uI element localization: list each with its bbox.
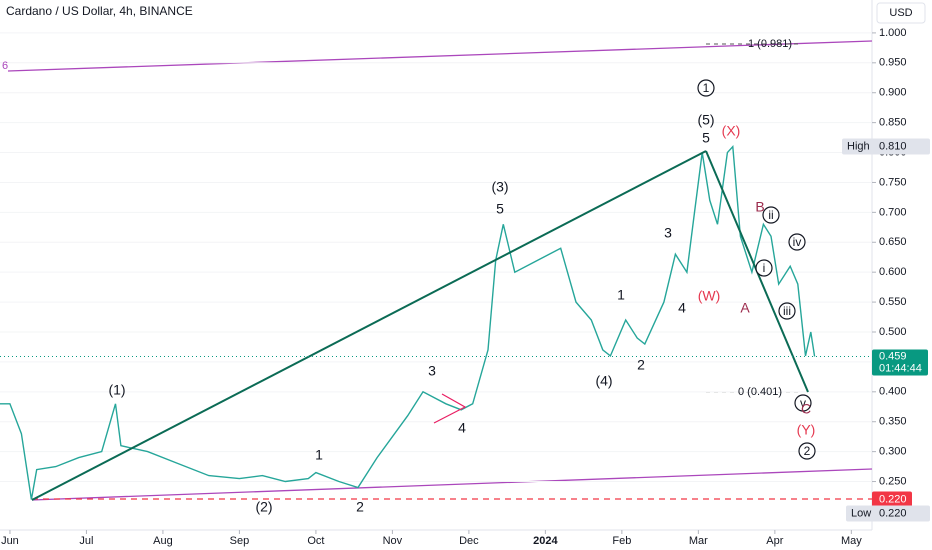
- y-tick-label: 0.950: [879, 57, 907, 69]
- currency-button[interactable]: [876, 2, 926, 24]
- wave-circle: [762, 206, 780, 224]
- fib-label: 1 (0.981): [748, 38, 792, 50]
- x-tick-label: Jun: [1, 535, 19, 547]
- last-price: 0.459: [879, 350, 907, 362]
- x-tick-label: Dec: [459, 535, 479, 547]
- y-tick-label: 0.850: [879, 117, 907, 129]
- x-tick-label: Oct: [307, 535, 324, 547]
- wave-label: 1: [703, 81, 710, 95]
- x-tick-label: Jul: [79, 535, 93, 547]
- wave-label: ii: [768, 208, 773, 222]
- wave-label: (3): [491, 179, 508, 195]
- channel-top: [7, 40, 873, 72]
- wave-label: (1): [108, 382, 125, 398]
- wave-circle: [697, 79, 715, 97]
- wave-circle: [778, 302, 796, 320]
- x-tick-label: Aug: [153, 535, 173, 547]
- wave-label: 4: [458, 420, 466, 436]
- x-tick-label: Feb: [612, 535, 631, 547]
- y-tick-label: 0.900: [879, 87, 907, 99]
- wave-label: iii: [783, 304, 791, 318]
- wave-label: i: [763, 261, 766, 275]
- wave-label: 2: [804, 444, 811, 458]
- x-tick-label: 2024: [533, 535, 558, 547]
- x-tick-label: Mar: [689, 535, 708, 547]
- x-tick-label: Apr: [766, 535, 783, 547]
- low-price: 0.220: [879, 507, 907, 519]
- wave-circle: [755, 259, 773, 277]
- wave-label: iv: [793, 235, 802, 249]
- wave-label: 4: [678, 300, 686, 316]
- price-line: [0, 144, 816, 500]
- triangle-pattern: [433, 393, 467, 424]
- last-price-box: [872, 349, 928, 376]
- y-tick-label: 0.300: [879, 446, 907, 458]
- wave-label: (Y): [797, 422, 816, 438]
- wave-circle: [788, 233, 806, 251]
- wave-label: v: [800, 396, 806, 410]
- wave-label: A: [740, 300, 750, 316]
- chart-title: Cardano / US Dollar, 4h, BINANCE: [6, 4, 193, 18]
- y-tick-label: 0.350: [879, 416, 907, 428]
- wave-label: 5: [702, 130, 710, 146]
- x-tick-label: May: [841, 535, 862, 547]
- support-price: 0.220: [879, 493, 907, 505]
- wave-label: 1: [315, 447, 323, 463]
- x-tick-label: Nov: [383, 535, 403, 547]
- y-tick-label: 0.400: [879, 386, 907, 398]
- countdown: 01:44:44: [879, 362, 922, 374]
- low-box: [846, 505, 930, 522]
- y-tick-label: 0.550: [879, 296, 907, 308]
- wave-label: 5: [496, 201, 504, 217]
- high-price: 0.810: [879, 140, 907, 152]
- wave-label: 3: [664, 225, 672, 241]
- wave-label: (X): [722, 123, 741, 139]
- wave-label: (5): [697, 112, 714, 128]
- y-tick-label: 0.250: [879, 475, 907, 487]
- support-box: [872, 491, 912, 508]
- y-tick-label: 0.500: [879, 326, 907, 338]
- wave-line: [31, 150, 707, 501]
- wave-label: C: [801, 401, 811, 417]
- y-tick-label: 0.750: [879, 176, 907, 188]
- wave-circle: [798, 442, 816, 460]
- y-tick-label: 1.000: [879, 27, 907, 39]
- wave-label: (4): [595, 373, 612, 389]
- high-box: [842, 138, 930, 155]
- fib-label: 0 (0.401): [738, 386, 782, 398]
- wave-label: (W): [698, 288, 721, 304]
- wave-label: B: [755, 199, 764, 215]
- wave-circle: [794, 394, 812, 412]
- channel-label: 6: [2, 60, 8, 72]
- currency[interactable]: USD: [889, 7, 912, 19]
- y-tick-label: 0.650: [879, 236, 907, 248]
- y-tick-label: 0.700: [879, 206, 907, 218]
- high-tag: High: [847, 140, 870, 152]
- wave-label: 3: [428, 363, 436, 379]
- low-tag: Low: [851, 507, 871, 519]
- wave-label: 2: [637, 357, 645, 373]
- wave-label: 2: [356, 499, 364, 515]
- y-tick-label: 0.600: [879, 266, 907, 278]
- wave-label: (2): [255, 499, 272, 515]
- channel-bottom: [31, 468, 873, 501]
- wave-label: 1: [617, 287, 625, 303]
- x-tick-label: Sep: [230, 535, 250, 547]
